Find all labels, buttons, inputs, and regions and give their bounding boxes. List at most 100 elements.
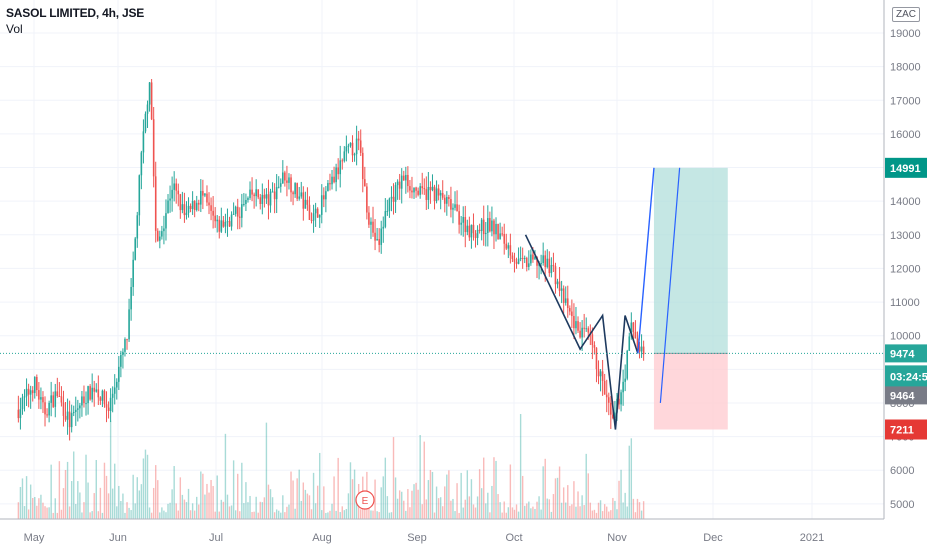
candle-body: [569, 307, 571, 312]
volume-bar: [513, 509, 516, 519]
candle-body: [610, 402, 612, 415]
candle-body: [257, 189, 260, 198]
candle-body: [265, 194, 268, 199]
candle-body: [177, 190, 180, 195]
volume-bar: [214, 511, 216, 519]
volume-bar: [351, 479, 354, 519]
volume-bar: [249, 495, 251, 519]
candle-body: [212, 210, 214, 216]
time-tick-label: Oct: [505, 532, 522, 544]
candle-body: [33, 377, 36, 394]
candle-body: [353, 154, 356, 156]
candle-body: [577, 321, 579, 331]
candle-body: [462, 217, 465, 223]
volume-bar: [38, 498, 40, 519]
candle-body: [214, 215, 216, 222]
candle-body: [341, 160, 344, 162]
volume-bar: [259, 501, 261, 519]
volume-bar: [382, 476, 384, 519]
last-price-badge-text: 9474: [890, 348, 915, 360]
volume-bar: [614, 500, 616, 519]
volume-bar: [224, 433, 227, 519]
volume-bar: [538, 496, 540, 519]
volume-bar: [321, 510, 323, 519]
volume-bar: [42, 502, 44, 519]
candle-body: [183, 204, 186, 216]
loss-zone: [653, 353, 728, 430]
volume-bar: [298, 469, 300, 519]
candle-body: [118, 366, 120, 382]
volume-bar: [241, 462, 243, 519]
candle-body: [193, 200, 196, 211]
volume-bar: [247, 502, 249, 519]
candle-body: [44, 402, 46, 415]
volume-bar: [618, 480, 620, 519]
volume-bar: [206, 483, 208, 519]
volume-bar: [642, 501, 645, 519]
time-tick-label: May: [24, 532, 45, 544]
volume-bar: [515, 504, 518, 519]
profit-zone: [653, 167, 728, 354]
candle-body: [91, 387, 93, 400]
candle-body: [85, 403, 87, 405]
volume-bar: [282, 495, 284, 519]
price-tick-label: 6000: [890, 465, 914, 477]
volume-bar: [54, 498, 56, 519]
volume-bar: [403, 500, 405, 519]
volume-bar: [278, 510, 280, 519]
stop-price-badge: 7211: [885, 419, 927, 440]
volume-bar: [630, 438, 633, 519]
candle-body: [368, 212, 370, 225]
candle-body: [320, 195, 323, 215]
candle-body: [132, 259, 134, 287]
currency-badge[interactable]: ZAC: [892, 7, 920, 22]
volume-bar: [347, 493, 350, 519]
volume-bar: [567, 485, 569, 519]
volume-bar: [19, 486, 22, 519]
volume-bar: [401, 491, 403, 519]
symbol-title[interactable]: SASOL LIMITED, 4h, JSE: [6, 6, 145, 20]
volume-bar: [464, 499, 466, 519]
candle-body: [290, 177, 292, 193]
candle-body: [614, 412, 616, 418]
candle-body: [36, 377, 38, 391]
volume-bar: [526, 503, 528, 519]
volume-bar: [622, 502, 624, 519]
volume-bar: [294, 508, 296, 519]
volume-bar: [52, 512, 54, 519]
xabcd-pattern: [524, 234, 639, 430]
candle-body: [89, 386, 91, 400]
volume-bar: [163, 510, 165, 519]
candle-body: [81, 396, 83, 406]
candle-body: [46, 414, 48, 416]
time-tick-label: Aug: [312, 532, 332, 544]
volume-bar: [70, 481, 73, 519]
volume-bar: [17, 502, 20, 519]
volume-indicator-label[interactable]: Vol: [6, 22, 23, 36]
volume-bar: [489, 512, 491, 519]
volume-bar: [575, 506, 577, 519]
candle-body: [29, 390, 32, 395]
candle-body: [361, 152, 364, 180]
candle-body: [357, 138, 360, 141]
volume-bar: [265, 422, 268, 519]
volume-bar: [120, 500, 122, 519]
candle-body: [234, 206, 237, 214]
volume-bar: [624, 492, 626, 519]
candle-body: [398, 181, 401, 189]
volume-bar: [288, 504, 290, 519]
candle-body: [583, 327, 585, 329]
candle-body: [109, 397, 112, 412]
volume-bar: [29, 484, 32, 519]
volume-bar: [376, 511, 378, 519]
volume-bar: [509, 464, 512, 519]
candle-body: [42, 397, 44, 403]
candle-body: [566, 298, 569, 308]
volume-bar: [267, 484, 270, 519]
candle-body: [169, 198, 171, 201]
candle-body: [165, 213, 167, 229]
volume-bar: [569, 505, 571, 519]
candle-body: [230, 214, 233, 227]
volume-bar: [503, 501, 505, 519]
